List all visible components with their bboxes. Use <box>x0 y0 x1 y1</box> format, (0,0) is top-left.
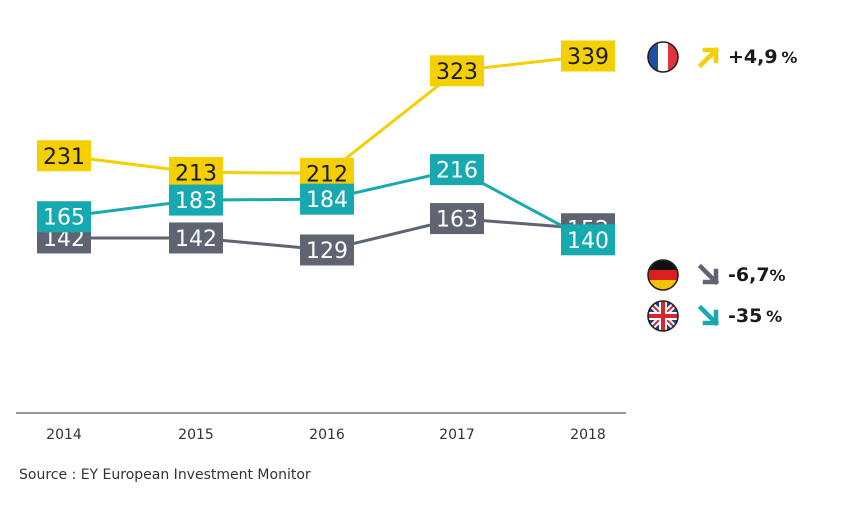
uk-change-label: -35 % <box>728 305 783 327</box>
data-label-france-2014: 231 <box>37 140 91 172</box>
data-label-uk-2017: 216 <box>430 154 484 186</box>
data-label-germany-2015: 142 <box>169 222 223 254</box>
data-label-uk-2014: 165 <box>37 201 91 233</box>
data-label-box <box>561 224 615 256</box>
data-label-text: 183 <box>175 189 217 214</box>
data-label-france-2015: 213 <box>169 156 223 188</box>
data-label-text: 231 <box>43 145 85 170</box>
data-label-germany-2016: 129 <box>300 234 354 266</box>
data-label-text: 129 <box>306 239 348 264</box>
france-flag-icon <box>647 41 679 73</box>
data-label-text: 165 <box>43 206 85 231</box>
series-line-france <box>63 54 589 175</box>
data-label-box <box>300 157 354 189</box>
germany-change-label: -6,7% <box>728 264 786 286</box>
data-label-box <box>37 140 91 172</box>
legend-germany: -6,7% <box>646 258 786 292</box>
arrow-up-right-icon <box>697 46 720 69</box>
arrow-down-right-icon <box>697 304 720 327</box>
data-label-germany-2017: 163 <box>430 203 484 235</box>
x-tick-label-2014: 2014 <box>46 427 82 443</box>
data-label-box <box>300 234 354 266</box>
data-label-box <box>430 154 484 186</box>
data-label-box <box>169 156 223 188</box>
uk-flag-icon <box>647 300 679 332</box>
data-label-text: 163 <box>436 208 478 233</box>
data-label-text: 140 <box>567 229 609 254</box>
data-label-text: 212 <box>306 162 348 187</box>
data-label-box <box>430 55 484 87</box>
data-label-uk-2016: 184 <box>300 183 354 215</box>
data-label-text: 339 <box>567 45 609 70</box>
x-tick-label-2015: 2015 <box>178 427 214 443</box>
x-tick-label-2018: 2018 <box>570 427 606 443</box>
germany-flag-icon <box>647 259 679 291</box>
data-label-uk-2018: 140 <box>561 224 615 256</box>
source-note: Source : EY European Investment Monitor <box>19 467 311 483</box>
data-label-text: 216 <box>436 159 478 184</box>
data-label-box <box>169 222 223 254</box>
legend-france: +4,9 % <box>646 40 797 74</box>
data-label-box <box>561 40 615 72</box>
data-label-box <box>37 201 91 233</box>
data-label-box <box>300 183 354 215</box>
data-label-france-2017: 323 <box>430 55 484 87</box>
data-label-uk-2015: 183 <box>169 184 223 216</box>
data-label-text: 142 <box>175 227 217 252</box>
legend-uk: -35 % <box>646 299 782 333</box>
data-label-france-2018: 339 <box>561 40 615 72</box>
x-tick-label-2016: 2016 <box>309 427 345 443</box>
data-label-france-2016: 212 <box>300 157 354 189</box>
data-label-box <box>430 203 484 235</box>
data-label-text: 213 <box>175 161 217 186</box>
data-label-box <box>169 184 223 216</box>
x-tick-label-2017: 2017 <box>439 427 475 443</box>
data-label-text: 184 <box>306 188 348 213</box>
france-change-label: +4,9 % <box>728 46 798 68</box>
data-label-text: 323 <box>436 60 478 85</box>
arrow-down-right-icon <box>697 263 720 286</box>
